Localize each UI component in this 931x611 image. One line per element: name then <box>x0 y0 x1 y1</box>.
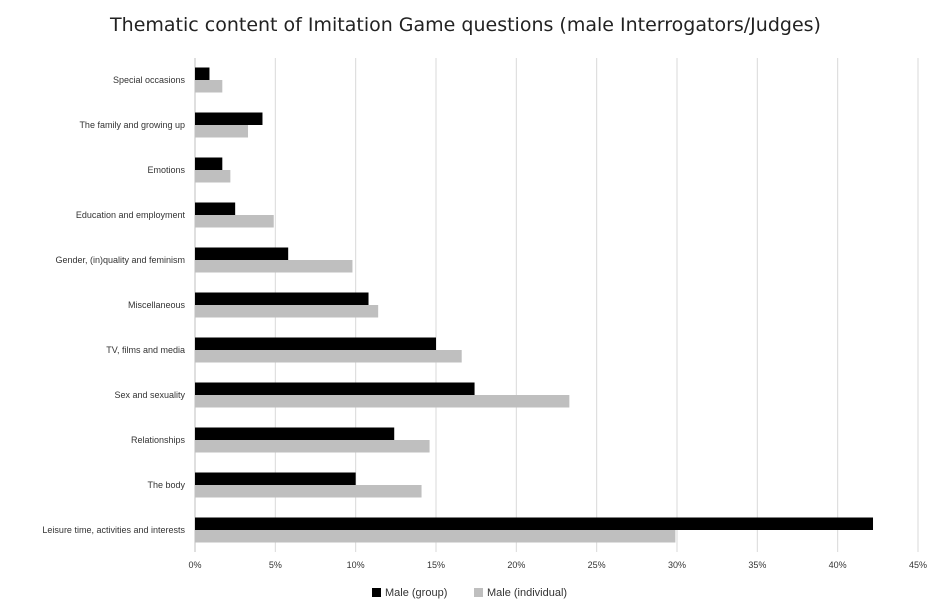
x-tick-label: 10% <box>347 560 365 570</box>
x-tick-label: 5% <box>269 560 282 570</box>
legend-swatch-group <box>372 588 381 597</box>
bar-male-group <box>195 202 236 215</box>
bar-male-group <box>195 337 436 350</box>
legend-label-group: Male (group) <box>385 587 447 599</box>
category-label: Miscellaneous <box>128 300 186 310</box>
bar-male-group <box>195 112 263 125</box>
bar-male-group <box>195 292 369 305</box>
category-label: TV, films and media <box>106 345 185 355</box>
chart-title: Thematic content of Imitation Game quest… <box>110 14 821 36</box>
x-tick-label: 20% <box>507 560 525 570</box>
bar-male-group <box>195 427 395 440</box>
category-label: Leisure time, activities and interests <box>42 525 185 535</box>
category-label: Gender, (in)quality and feminism <box>55 255 185 265</box>
legend-label-individual: Male (individual) <box>487 587 567 599</box>
bar-male-group <box>195 157 223 170</box>
x-tick-label: 0% <box>188 560 201 570</box>
x-tick-label: 25% <box>588 560 606 570</box>
x-tick-label: 35% <box>748 560 766 570</box>
bar-male-group <box>195 67 210 80</box>
category-label: Education and employment <box>76 210 186 220</box>
bar-male-individual <box>195 170 231 183</box>
category-label: Special occasions <box>113 75 186 85</box>
bar-male-individual <box>195 530 676 543</box>
x-tick-label: 30% <box>668 560 686 570</box>
bar-male-individual <box>195 440 430 453</box>
bar-male-individual <box>195 305 379 318</box>
category-label: Relationships <box>131 435 186 445</box>
x-tick-label: 45% <box>909 560 927 570</box>
bar-male-group <box>195 247 289 260</box>
bar-male-individual <box>195 350 462 363</box>
bar-male-individual <box>195 395 570 408</box>
category-label: The family and growing up <box>79 120 185 130</box>
bar-male-group <box>195 382 475 395</box>
legend-swatch-individual <box>474 588 483 597</box>
category-label: The body <box>147 480 185 490</box>
x-tick-label: 40% <box>829 560 847 570</box>
bar-male-individual <box>195 125 249 138</box>
bar-male-individual <box>195 80 223 93</box>
bar-male-group <box>195 472 356 485</box>
category-label: Emotions <box>147 165 185 175</box>
bar-male-individual <box>195 215 274 228</box>
bar-male-individual <box>195 260 353 273</box>
bar-male-individual <box>195 485 422 498</box>
x-tick-label: 15% <box>427 560 445 570</box>
category-label: Sex and sexuality <box>114 390 185 400</box>
bar-male-group <box>195 517 874 530</box>
